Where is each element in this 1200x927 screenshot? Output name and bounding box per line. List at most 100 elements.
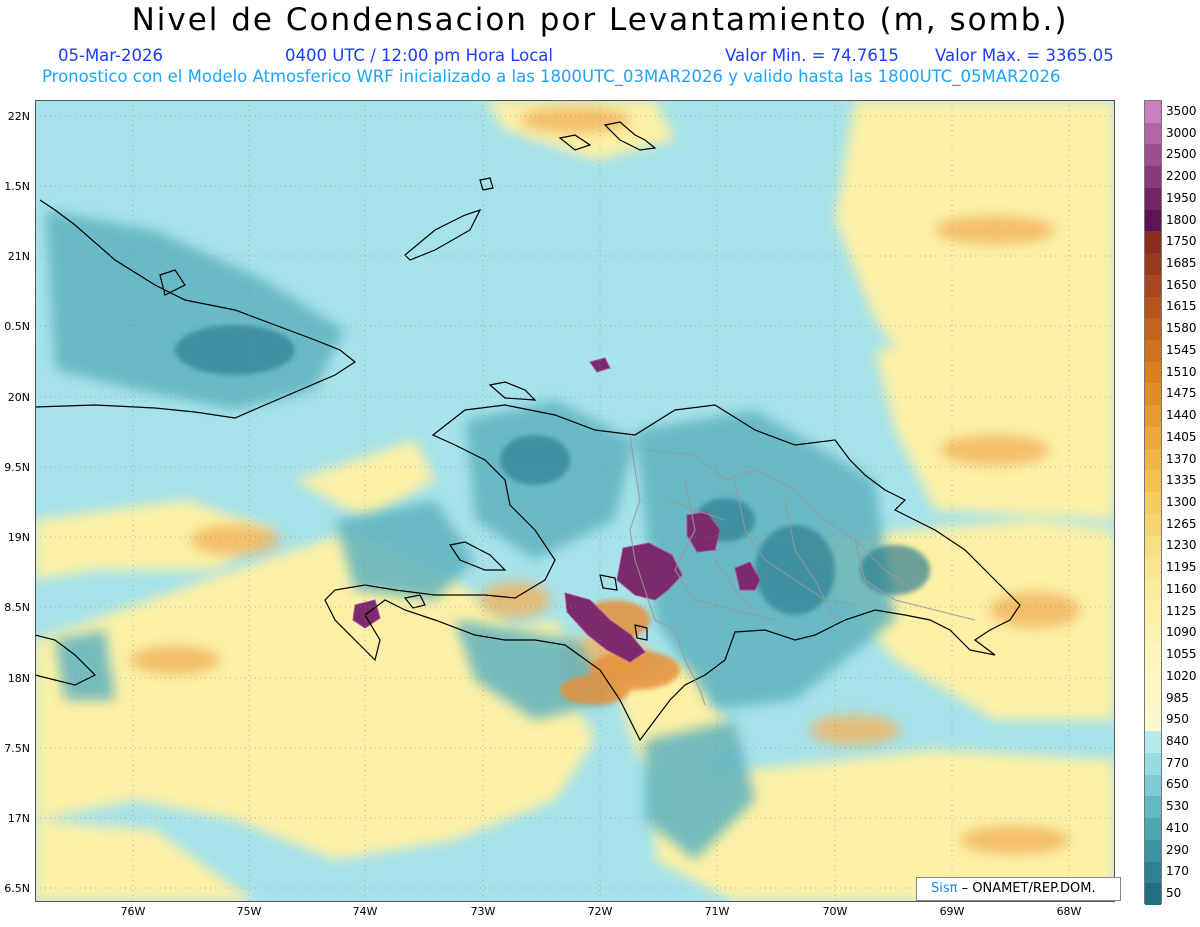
colorbar-label: 1335 (1166, 473, 1197, 488)
colorbar-cell (1145, 861, 1161, 884)
colorbar-cell (1145, 231, 1161, 254)
map-frame (35, 100, 1115, 902)
colorbar-label: 1750 (1166, 234, 1197, 249)
colorbar-label: 1475 (1166, 386, 1197, 401)
lat-label: 0.5N (4, 320, 30, 333)
graticule (35, 100, 1115, 902)
lon-label: 70W (822, 905, 848, 918)
colorbar-label: 1370 (1166, 451, 1197, 466)
colorbar-label: 2500 (1166, 147, 1197, 162)
colorbar-label: 1545 (1166, 342, 1197, 357)
credit-org: – ONAMET/REP.DOM. (957, 881, 1096, 896)
colorbar-label: 840 (1166, 734, 1189, 749)
colorbar-cell (1145, 796, 1161, 819)
forecast-date: 05-Mar-2026 (58, 46, 163, 65)
lat-label: 1.5N (4, 180, 30, 193)
colorbar-cell (1145, 470, 1161, 493)
lon-label: 68W (1056, 905, 1082, 918)
colorbar-label: 1020 (1166, 668, 1197, 683)
colorbar-label: 770 (1166, 755, 1189, 770)
orange-highs (130, 107, 1080, 854)
dark-teal-cores (175, 325, 930, 615)
colorbar-cell (1145, 665, 1161, 689)
lat-label: 21N (7, 250, 30, 263)
colorbar-cell (1145, 122, 1161, 145)
colorbar-cell (1145, 187, 1161, 211)
colorbar-cell (1145, 883, 1161, 906)
lat-label: 18N (7, 672, 30, 685)
colorbar-cell (1145, 731, 1161, 754)
colorbar (1144, 100, 1162, 906)
colorbar-label: 1510 (1166, 364, 1197, 379)
colorbar-cell (1145, 209, 1161, 232)
colorbar-cell (1145, 557, 1161, 580)
colorbar-cell (1145, 839, 1161, 863)
colorbar-cell (1145, 253, 1161, 276)
colorbar-label: 1300 (1166, 495, 1197, 509)
colorbar-label: 1195 (1166, 560, 1197, 575)
colorbar-cell (1145, 340, 1161, 363)
credit-pi: π (949, 881, 958, 896)
lat-label: 22N (7, 110, 30, 123)
colorbar-cell (1145, 405, 1161, 428)
colorbar-cell (1145, 622, 1161, 645)
colorbar-label: 1160 (1166, 581, 1197, 596)
lat-label: 19N (7, 531, 30, 544)
lat-label: 9.5N (4, 461, 30, 474)
colorbar-cell (1145, 644, 1161, 667)
colorbar-label: 1685 (1166, 255, 1197, 270)
value-min: Valor Min. = 74.7615 (725, 46, 899, 65)
lon-label: 75W (236, 905, 262, 918)
colorbar-cell (1145, 687, 1161, 710)
colorbar-cell (1145, 448, 1161, 471)
colorbar-label: 1800 (1166, 212, 1197, 227)
colorbar-cell (1145, 101, 1161, 124)
colorbar-cell (1145, 144, 1161, 167)
colorbar-label: 1615 (1166, 299, 1197, 314)
colorbar-cell (1145, 426, 1161, 450)
map-title: Nivel de Condensacion por Levantamiento … (131, 2, 1069, 38)
colorbar-cell (1145, 513, 1161, 537)
colorbar-label: 1950 (1166, 190, 1197, 205)
condensation-level-map (35, 100, 1115, 902)
province-borders (629, 434, 976, 706)
lat-label: 20N (7, 391, 30, 404)
colorbar-label: 1125 (1166, 603, 1197, 618)
colorbar-label: 170 (1166, 864, 1189, 879)
colorbar-cell (1145, 709, 1161, 732)
lat-label: 17N (7, 812, 30, 825)
colorbar-label: 1265 (1166, 516, 1197, 531)
colorbar-label: 950 (1166, 712, 1189, 727)
colorbar-label: 650 (1166, 777, 1189, 792)
colorbar-label: 2200 (1166, 169, 1197, 184)
colorbar-label: 3500 (1166, 103, 1197, 118)
colorbar-label: 50 (1166, 886, 1182, 901)
colorbar-label: 290 (1166, 842, 1189, 857)
colorbar-label: 3000 (1166, 125, 1197, 140)
colorbar-cell (1145, 600, 1161, 623)
lon-label: 72W (587, 905, 613, 918)
lon-label: 71W (704, 905, 730, 918)
lon-label: 69W (939, 905, 965, 918)
colorbar-cell (1145, 274, 1161, 298)
credit-box: Sisπ – ONAMET/REP.DOM. (916, 877, 1121, 901)
colorbar-label: 985 (1166, 690, 1189, 705)
forecast-info: Pronostico con el Modelo Atmosferico WRF… (42, 67, 1061, 86)
orange-mountain-lcl (560, 600, 680, 705)
colorbar-label: 1055 (1166, 647, 1197, 662)
colorbar-cell (1145, 535, 1161, 558)
colorbar-cell (1145, 361, 1161, 384)
colorbar-label: 1230 (1166, 538, 1197, 553)
colorbar-cell (1145, 752, 1161, 776)
forecast-time: 0400 UTC / 12:00 pm Hora Local (285, 46, 553, 65)
lon-label: 73W (470, 905, 496, 918)
colorbar-cell (1145, 492, 1161, 515)
lat-label: 6.5N (4, 882, 30, 895)
colorbar-cell (1145, 818, 1161, 841)
lat-label: 8.5N (4, 601, 30, 614)
colorbar-label: 1650 (1166, 277, 1197, 292)
colorbar-label: 1580 (1166, 321, 1197, 336)
colorbar-cell (1145, 166, 1161, 189)
lat-label: 7.5N (4, 742, 30, 755)
colorbar-cell (1145, 318, 1161, 341)
